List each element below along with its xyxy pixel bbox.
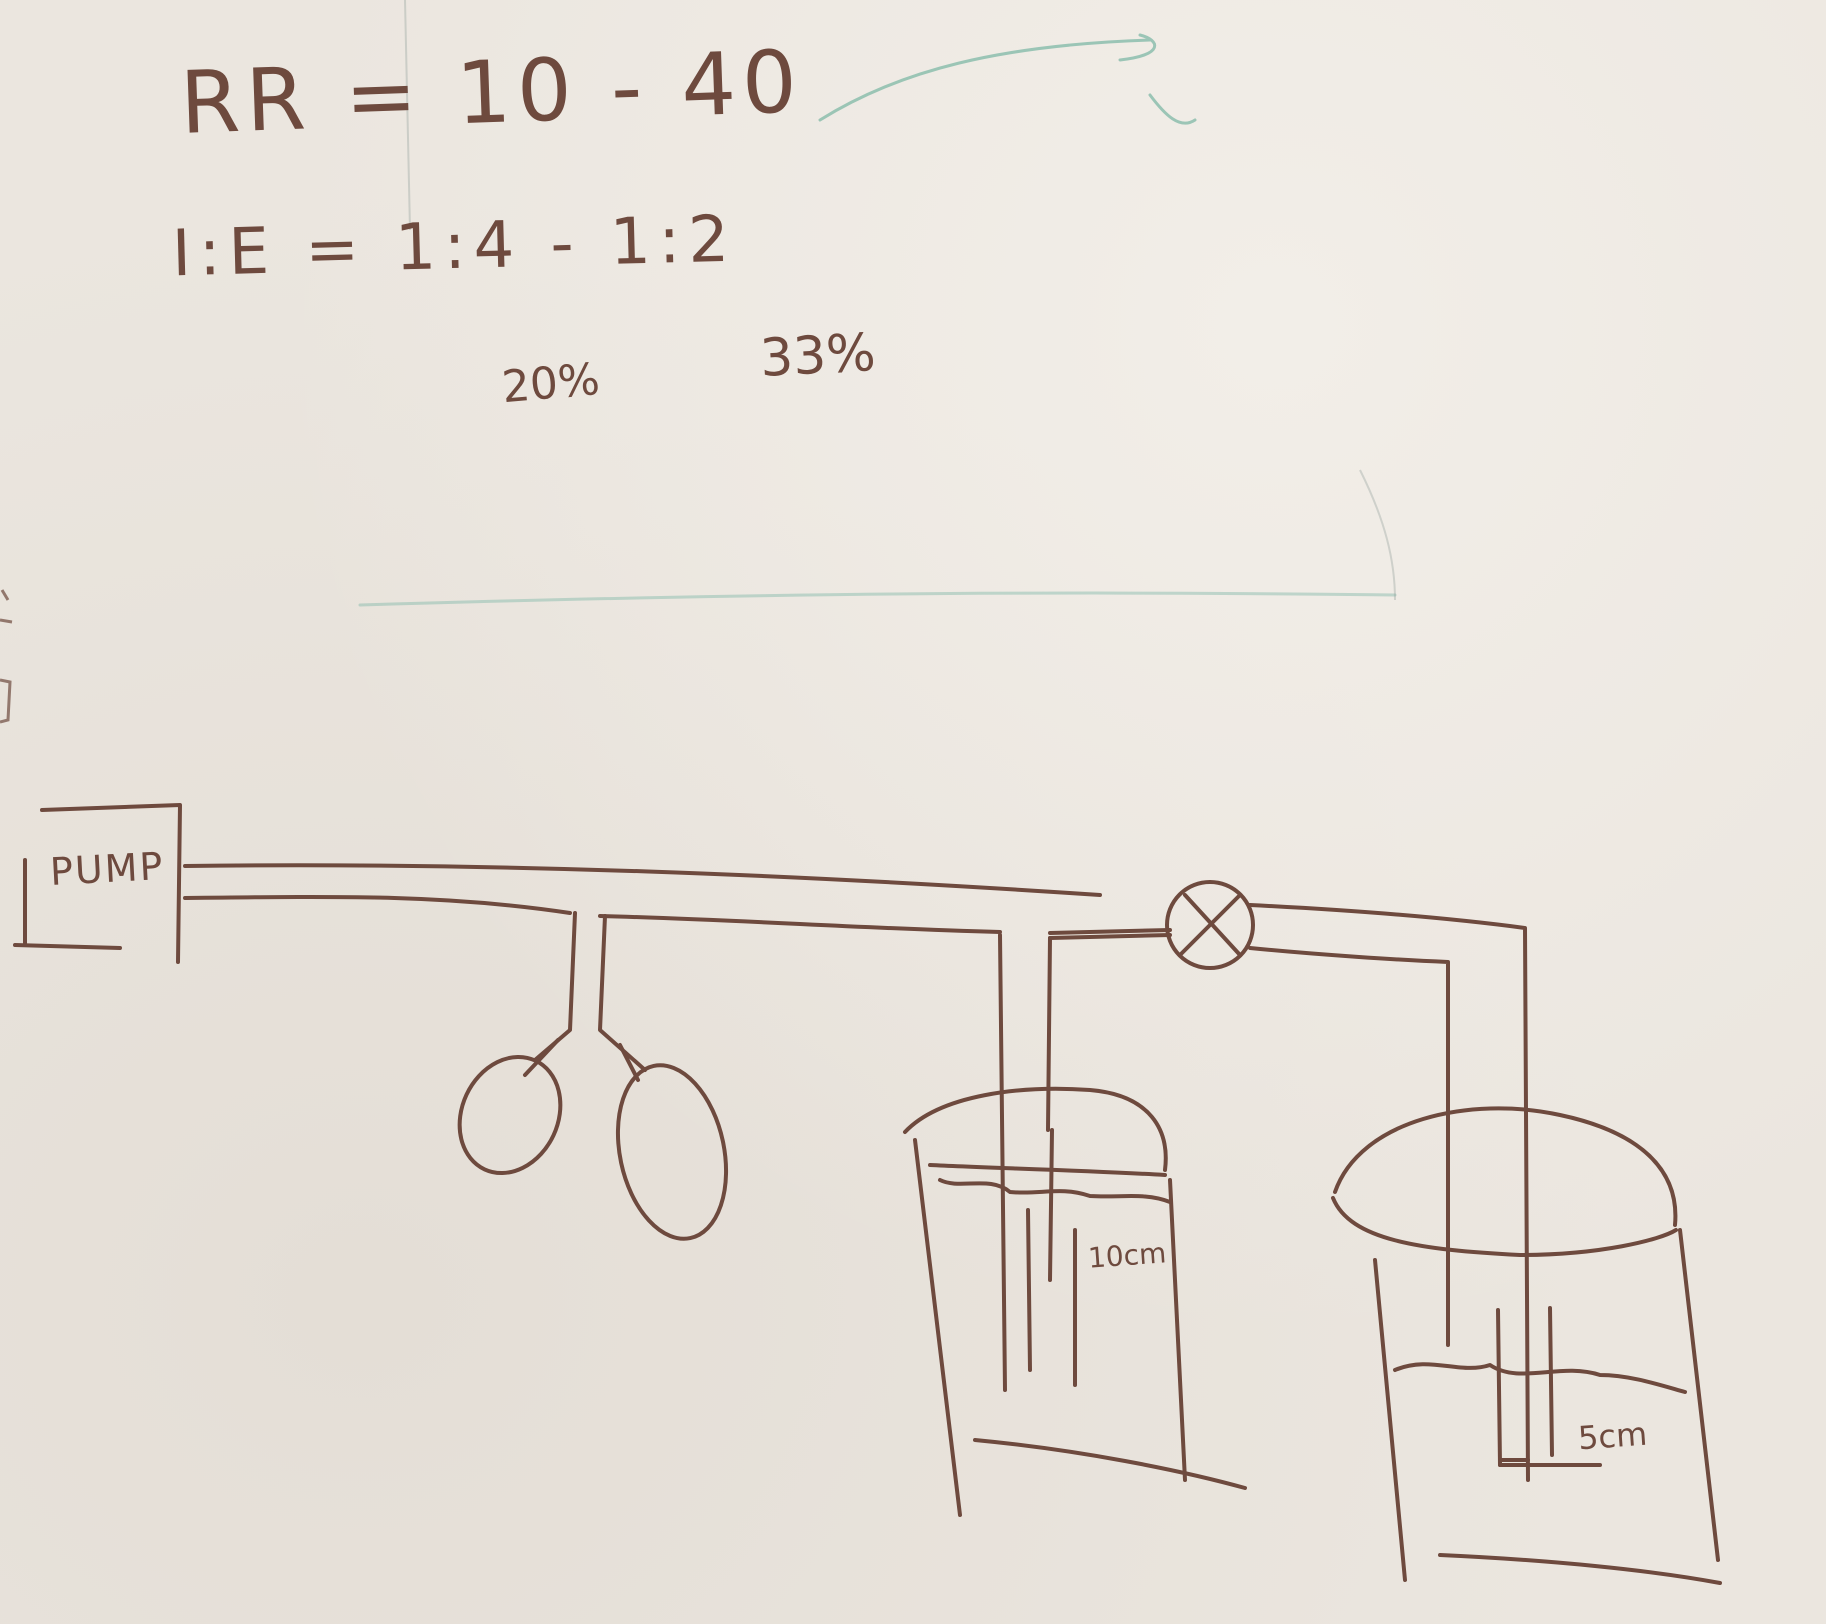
right-dip-tube <box>1248 903 1602 1482</box>
left-water-container <box>903 1086 1247 1517</box>
lung-balloon-right <box>615 1063 729 1241</box>
right-depth-label: 5cm <box>1576 1414 1649 1458</box>
teal-stroke-long <box>358 591 1397 607</box>
edge-mark-3 <box>0 589 10 601</box>
lung-balloon-left <box>457 1054 563 1176</box>
grey-smudge-line <box>404 0 411 231</box>
teal-stroke-hook <box>1118 33 1157 62</box>
valve-symbol <box>1165 880 1255 970</box>
left-dip-tube <box>998 933 1172 1392</box>
edge-mark-2 <box>0 678 12 724</box>
pump-box <box>13 803 182 964</box>
left-depth-label: 10cm <box>1086 1236 1168 1275</box>
pump-label: PUMP <box>48 844 166 894</box>
teal-stroke-top <box>818 38 1152 122</box>
grey-smudge-arc <box>1359 469 1396 601</box>
right-water-container <box>1331 1106 1722 1585</box>
main-tube <box>183 863 1172 935</box>
teal-stroke-curl <box>1148 93 1197 125</box>
y-branch-tube <box>523 911 647 1082</box>
edge-mark-1 <box>0 618 13 624</box>
